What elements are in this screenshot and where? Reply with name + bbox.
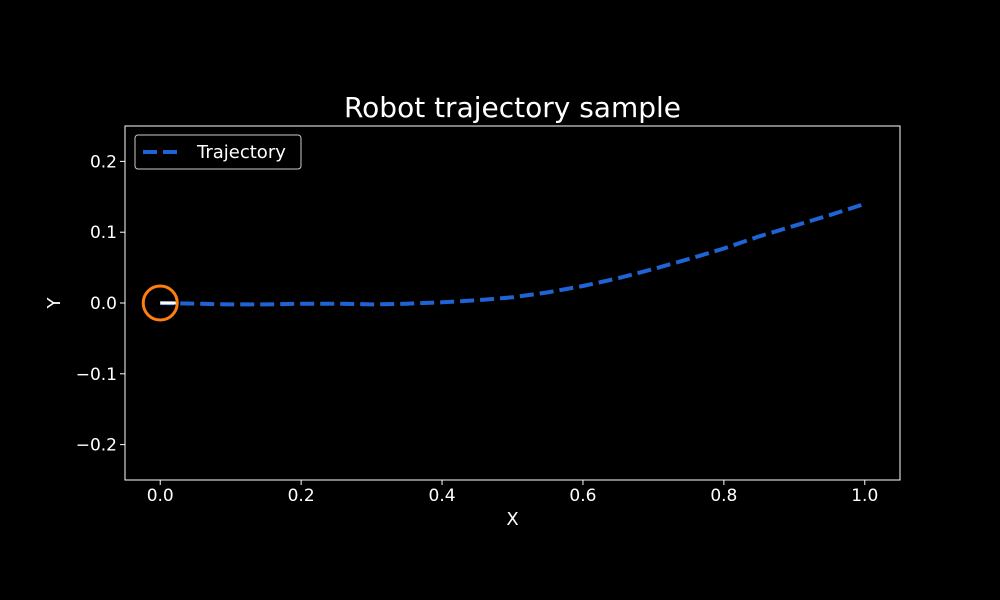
x-tick-label: 0.0 xyxy=(147,486,174,506)
y-tick-label: −0.1 xyxy=(76,365,117,385)
x-tick-label: 0.4 xyxy=(429,486,456,506)
legend: Trajectory xyxy=(134,134,302,170)
y-tick-label: 0.1 xyxy=(90,223,117,243)
plot-area xyxy=(141,201,866,322)
y-tick-label: −0.2 xyxy=(76,436,117,456)
legend-box xyxy=(134,134,302,170)
x-tick-label: 1.0 xyxy=(851,486,878,506)
robot-marker xyxy=(141,284,179,322)
series-line-trajectory xyxy=(160,201,866,307)
y-tick-label: 0.0 xyxy=(90,294,117,314)
x-tick-label: 0.6 xyxy=(569,486,596,506)
y-axis-label: Y xyxy=(44,297,65,310)
x-axis-label: X xyxy=(506,509,518,530)
legend-label-trajectory: Trajectory xyxy=(196,142,286,163)
y-axis-ticks: −0.2 −0.1 0.0 0.1 0.2 xyxy=(76,152,125,456)
x-tick-label: 0.8 xyxy=(710,486,737,506)
x-axis-ticks: 0.0 0.2 0.4 0.6 0.8 1.0 xyxy=(147,480,878,506)
chart-title: Robot trajectory sample xyxy=(344,91,681,124)
y-tick-label: 0.2 xyxy=(90,152,117,172)
x-tick-label: 0.2 xyxy=(288,486,315,506)
